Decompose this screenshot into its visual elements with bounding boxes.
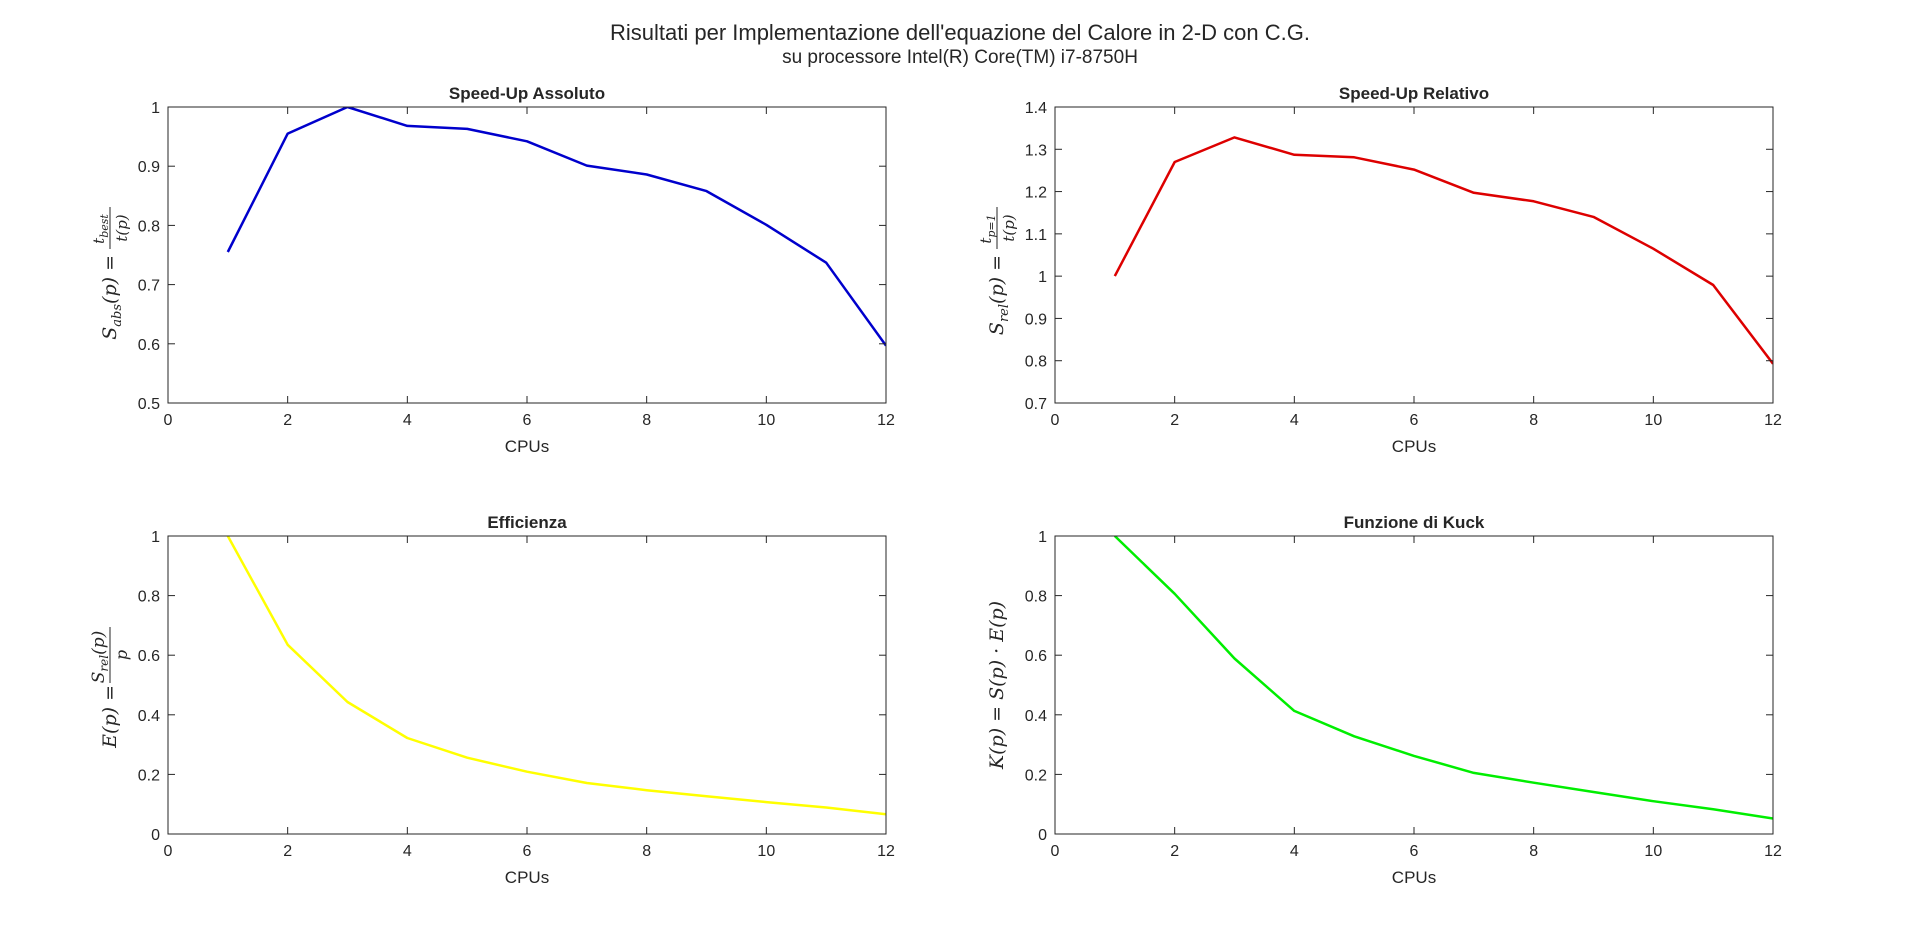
x-tick-label: 6	[523, 843, 532, 860]
ylabel-denominator: p	[112, 650, 131, 660]
figure-subtitle: su processore Intel(R) Core(TM) i7-8750H	[782, 47, 1138, 68]
x-tick-label: 8	[1529, 843, 1538, 860]
x-axis-label: CPUs	[1392, 868, 1436, 887]
y-tick-label: 0.8	[1025, 589, 1047, 606]
x-tick-label: 10	[757, 412, 775, 429]
x-tick-label: 2	[283, 843, 292, 860]
x-tick-label: 0	[1051, 843, 1060, 860]
chart-4: 0 2 4 6 8 10 12 0 0.2 0.4 0.6 0.8 1 Funzione di Kuck C…	[986, 513, 1782, 887]
chart-title: Speed-Up Relativo	[1339, 84, 1489, 103]
y-tick-label: 0.6	[1025, 648, 1047, 665]
x-tick-label: 4	[1290, 412, 1299, 429]
y-tick-label: 0.9	[1025, 311, 1047, 328]
x-tick-label: 6	[523, 412, 532, 429]
x-tick-label: 12	[1764, 412, 1782, 429]
ylabel-denominator: t(p)	[1000, 214, 1018, 241]
x-axis-label: CPUs	[505, 868, 549, 887]
y-tick-label: 0.8	[138, 589, 160, 606]
y-tick-label: 1.4	[1025, 100, 1047, 117]
y-tick-label: 0.2	[1025, 767, 1047, 784]
y-tick-label: 1	[1038, 529, 1047, 546]
y-axis-label: K(p) = S(p) · E(p)	[986, 601, 1008, 770]
y-tick-label: 0.2	[138, 767, 160, 784]
y-tick-label: 0.4	[138, 708, 160, 725]
x-tick-label: 6	[1410, 843, 1419, 860]
x-tick-label: 8	[642, 412, 651, 429]
y-axis-label: E(p) = Srel(p)p	[89, 627, 131, 749]
chart-3: 0 2 4 6 8 10 12 0 0.2 0.4 0.6 0.8 1 Efficienza CPUs E(p…	[89, 513, 895, 887]
x-tick-label: 2	[1170, 843, 1179, 860]
y-tick-label: 0.4	[1025, 708, 1047, 725]
x-tick-label: 12	[877, 412, 895, 429]
y-tick-label: 1.1	[1025, 227, 1047, 244]
x-tick-label: 10	[1644, 843, 1662, 860]
series-line-1	[1113, 136, 1773, 365]
series-line-1	[226, 107, 886, 347]
y-tick-label: 0.5	[138, 396, 160, 413]
x-tick-label: 6	[1410, 412, 1419, 429]
y-tick-label: 0.7	[1025, 396, 1047, 413]
y-tick-label: 0	[151, 827, 160, 844]
series-line-1	[226, 536, 886, 816]
figure-title: Risultati per Implementazione dell'equaz…	[609, 20, 1310, 45]
y-tick-label: 0.8	[1025, 354, 1047, 371]
x-tick-label: 4	[1290, 843, 1299, 860]
ylabel-numerator: tp=1	[977, 214, 998, 243]
y-tick-label: 1	[151, 100, 160, 117]
x-tick-label: 4	[403, 412, 412, 429]
y-tick-label: 1	[1038, 269, 1047, 286]
x-tick-label: 10	[1644, 412, 1662, 429]
axes-box	[167, 535, 887, 835]
x-axis-label: CPUs	[1392, 437, 1436, 456]
chart-1: 0 2 4 6 8 10 12 0.5 0.6 0.7 0.8 0.9 1 Speed-Up Assolu…	[90, 84, 895, 456]
x-tick-label: 10	[757, 843, 775, 860]
y-axis-label: Sabs(p) = tbest t(p)	[90, 207, 131, 340]
chart-title: Efficienza	[487, 513, 567, 532]
x-tick-label: 12	[877, 843, 895, 860]
x-tick-label: 0	[1051, 412, 1060, 429]
y-tick-label: 0.7	[138, 278, 160, 295]
x-tick-label: 4	[403, 843, 412, 860]
y-axis-label: Srel(p) = tp=1 t(p)	[977, 207, 1018, 335]
x-tick-label: 8	[642, 843, 651, 860]
x-tick-label: 2	[283, 412, 292, 429]
y-tick-label: 0	[1038, 827, 1047, 844]
chart-title: Speed-Up Assoluto	[449, 84, 605, 103]
x-tick-label: 2	[1170, 412, 1179, 429]
ylabel-lhs: E(p) =	[99, 685, 121, 749]
ylabel-lhs: Sabs(p) =	[99, 255, 125, 340]
y-tick-label: 0.9	[138, 159, 160, 176]
series-line-1	[1113, 536, 1773, 820]
chart-title: Funzione di Kuck	[1344, 513, 1485, 532]
x-tick-label: 12	[1764, 843, 1782, 860]
chart-2: 0 2 4 6 8 10 12 0.7 0.8 0.9 1 1.1 1.2 1.3 1.4 Speed-Up …	[977, 84, 1782, 456]
axes-box	[167, 106, 887, 404]
ylabel-numerator: Srel(p)	[89, 631, 111, 684]
x-tick-label: 0	[164, 412, 173, 429]
x-tick-label: 8	[1529, 412, 1538, 429]
y-tick-label: 0.8	[138, 218, 160, 235]
y-tick-label: 1.3	[1025, 142, 1047, 159]
ylabel-text: K(p) = S(p) · E(p)	[986, 601, 1008, 770]
y-tick-label: 1	[151, 529, 160, 546]
ylabel-lhs: Srel(p) =	[986, 255, 1012, 335]
ylabel-numerator: tbest	[90, 214, 111, 244]
x-tick-label: 0	[164, 843, 173, 860]
ylabel-denominator: t(p)	[113, 214, 131, 241]
y-tick-label: 1.2	[1025, 185, 1047, 202]
y-tick-label: 0.6	[138, 648, 160, 665]
x-axis-label: CPUs	[505, 437, 549, 456]
y-tick-label: 0.6	[138, 337, 160, 354]
